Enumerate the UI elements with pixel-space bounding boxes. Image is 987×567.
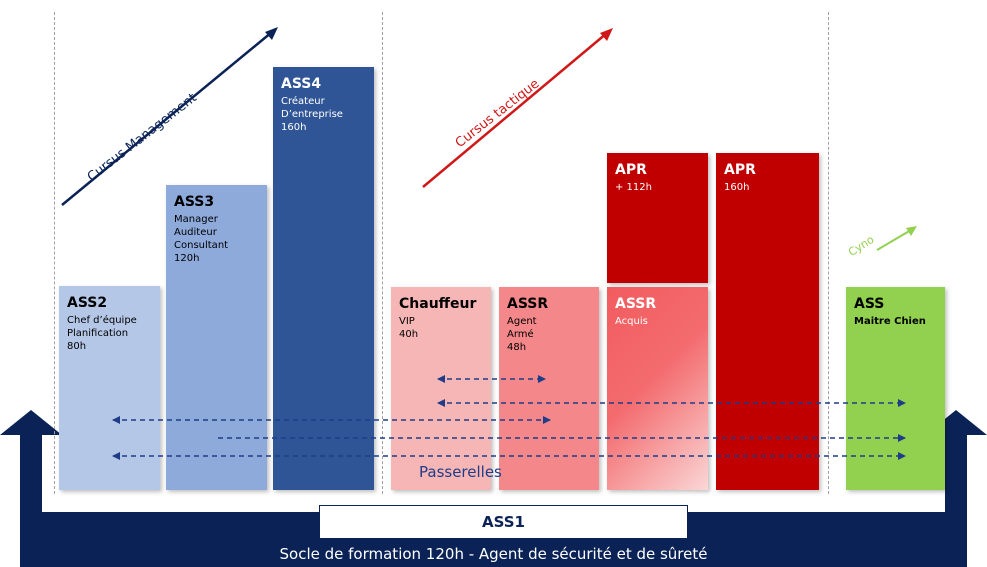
bar-apr-112: APR + 112h <box>607 153 708 283</box>
base-frame <box>0 410 987 567</box>
separator-3 <box>828 12 829 494</box>
bar-ass3-title: ASS3 <box>174 194 215 210</box>
bar-ass3: ASS3 Manager Auditeur Consultant 120h <box>166 185 267 490</box>
bar-apr-112-desc: + 112h <box>615 182 652 193</box>
bar-assr-acquis-title: ASSR <box>615 296 657 312</box>
base-title-box: ASS1 <box>319 505 688 539</box>
tactique-arrow <box>422 32 608 188</box>
bar-assr-arme-desc: Agent Armé 48h <box>507 316 537 353</box>
management-arrowhead <box>265 27 278 40</box>
bar-assr-acquis-desc: Acquis <box>615 316 648 327</box>
bar-ass4-desc: Créateur D’entreprise 160h <box>281 96 343 133</box>
bar-ass3-desc: Manager Auditeur Consultant 120h <box>174 214 229 264</box>
bar-apr-160-title: APR <box>724 162 756 178</box>
bar-ass2-title: ASS2 <box>67 295 108 311</box>
bar-ass2-desc: Chef d’équipe Planification 80h <box>67 315 137 352</box>
cyno-arrow <box>876 229 912 251</box>
separator-1 <box>54 12 55 494</box>
bar-ass4-title: ASS4 <box>281 76 322 92</box>
bar-apr-112-title: APR <box>615 162 647 178</box>
bar-ass-cyno-desc: Maitre Chien <box>854 316 926 327</box>
base-title: ASS1 <box>482 513 525 531</box>
bar-apr-160-desc: 160h <box>724 182 750 193</box>
bar-assr-arme-title: ASSR <box>507 296 549 312</box>
bar-chauffeur-desc: VIP 40h <box>399 316 419 340</box>
bar-chauffeur-title: Chauffeur <box>399 296 477 312</box>
cyno-arrowhead <box>906 226 917 236</box>
bar-apr-160: APR 160h <box>716 153 819 490</box>
bar-ass-cyno-title: ASS <box>854 296 885 312</box>
base-subtitle: Socle de formation 120h - Agent de sécur… <box>279 545 708 563</box>
passerelles-label: Passerelles <box>419 463 502 481</box>
tactique-arrowhead <box>600 28 613 41</box>
management-arrow <box>61 31 273 206</box>
separator-2 <box>382 12 383 494</box>
